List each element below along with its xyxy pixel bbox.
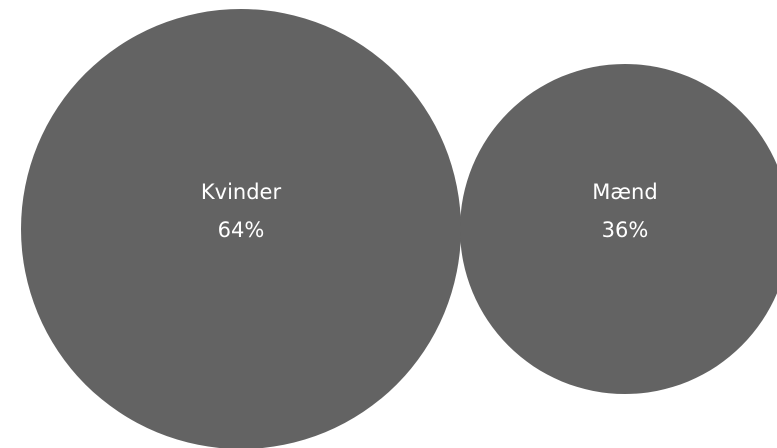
bubble-category-label: Mænd xyxy=(592,180,657,204)
bubble-group-0: Kvinder 64% xyxy=(21,9,461,448)
bubble-value-label: 64% xyxy=(218,218,265,242)
bubble-1[interactable] xyxy=(460,64,777,394)
bubble-category-label: Kvinder xyxy=(201,180,282,204)
bubble-value-label: 36% xyxy=(602,218,649,242)
bubble-group-1: Mænd 36% xyxy=(460,64,777,394)
bubble-0[interactable] xyxy=(21,9,461,448)
